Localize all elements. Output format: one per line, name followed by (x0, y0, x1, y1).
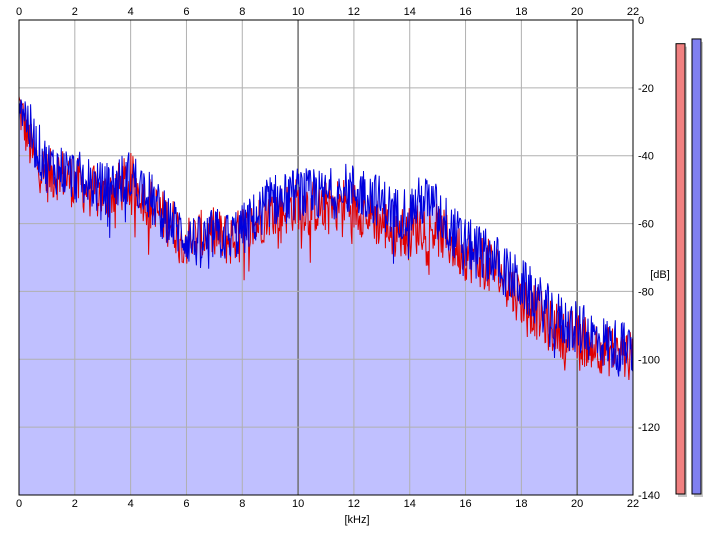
y-tick-labels: 0 -20 -40 -60 -80 -100 -120 -140 (638, 15, 660, 502)
y-tick-label: -40 (638, 151, 654, 163)
x-tick-labels-top: 0 2 4 6 8 10 12 14 16 18 20 22 (16, 6, 639, 18)
y-tick-label: -20 (638, 83, 654, 95)
x-tick-label-bottom: 4 (128, 498, 134, 510)
x-tick-label-top: 2 (72, 6, 78, 18)
x-tick-label-top: 18 (515, 6, 527, 18)
x-tick-label-bottom: 8 (239, 498, 245, 510)
x-tick-label-top: 22 (627, 6, 639, 18)
x-tick-label-bottom: 0 (16, 498, 22, 510)
y-tick-label: -80 (638, 286, 654, 298)
series-line-2 (18, 99, 634, 377)
x-tick-label-bottom: 6 (183, 498, 189, 510)
x-tick-label-bottom: 14 (404, 498, 416, 510)
series-layer (18, 96, 634, 381)
spectrum-fill-area (19, 96, 633, 496)
x-tick-label-top: 6 (183, 6, 189, 18)
x-tick-label-bottom: 10 (292, 498, 304, 510)
x-tick-label-top: 4 (128, 6, 134, 18)
y-tick-label: 0 (638, 15, 644, 27)
x-tick-label-bottom: 22 (627, 498, 639, 510)
y-tick-label: -60 (638, 219, 654, 231)
x-tick-label-bottom: 16 (459, 498, 471, 510)
level-meter-right (691, 38, 702, 495)
x-tick-label-top: 14 (404, 6, 416, 18)
x-tick-label-top: 10 (292, 6, 304, 18)
x-tick-label-top: 12 (348, 6, 360, 18)
plot-border (18, 19, 634, 496)
x-tick-label-bottom: 12 (348, 498, 360, 510)
y-tick-label: -120 (638, 422, 660, 434)
x-tick-label-top: 8 (239, 6, 245, 18)
x-tick-label-top: 0 (16, 6, 22, 18)
x-tick-label-bottom: 2 (72, 498, 78, 510)
y-tick-label: -100 (638, 354, 660, 366)
x-tick-label-top: 20 (571, 6, 583, 18)
y-tick-label: -140 (638, 490, 660, 502)
x-tick-label-bottom: 20 (571, 498, 583, 510)
x-tick-labels-bottom: 0 2 4 6 8 10 12 14 16 18 20 22 (16, 498, 639, 510)
x-tick-label-bottom: 18 (515, 498, 527, 510)
plot-area (18, 19, 634, 496)
y-axis-label: [dB] (650, 269, 670, 281)
level-meters (675, 38, 703, 498)
x-tick-label-top: 16 (459, 6, 471, 18)
level-meter-left (675, 43, 686, 495)
x-axis-label: [kHz] (344, 514, 369, 526)
